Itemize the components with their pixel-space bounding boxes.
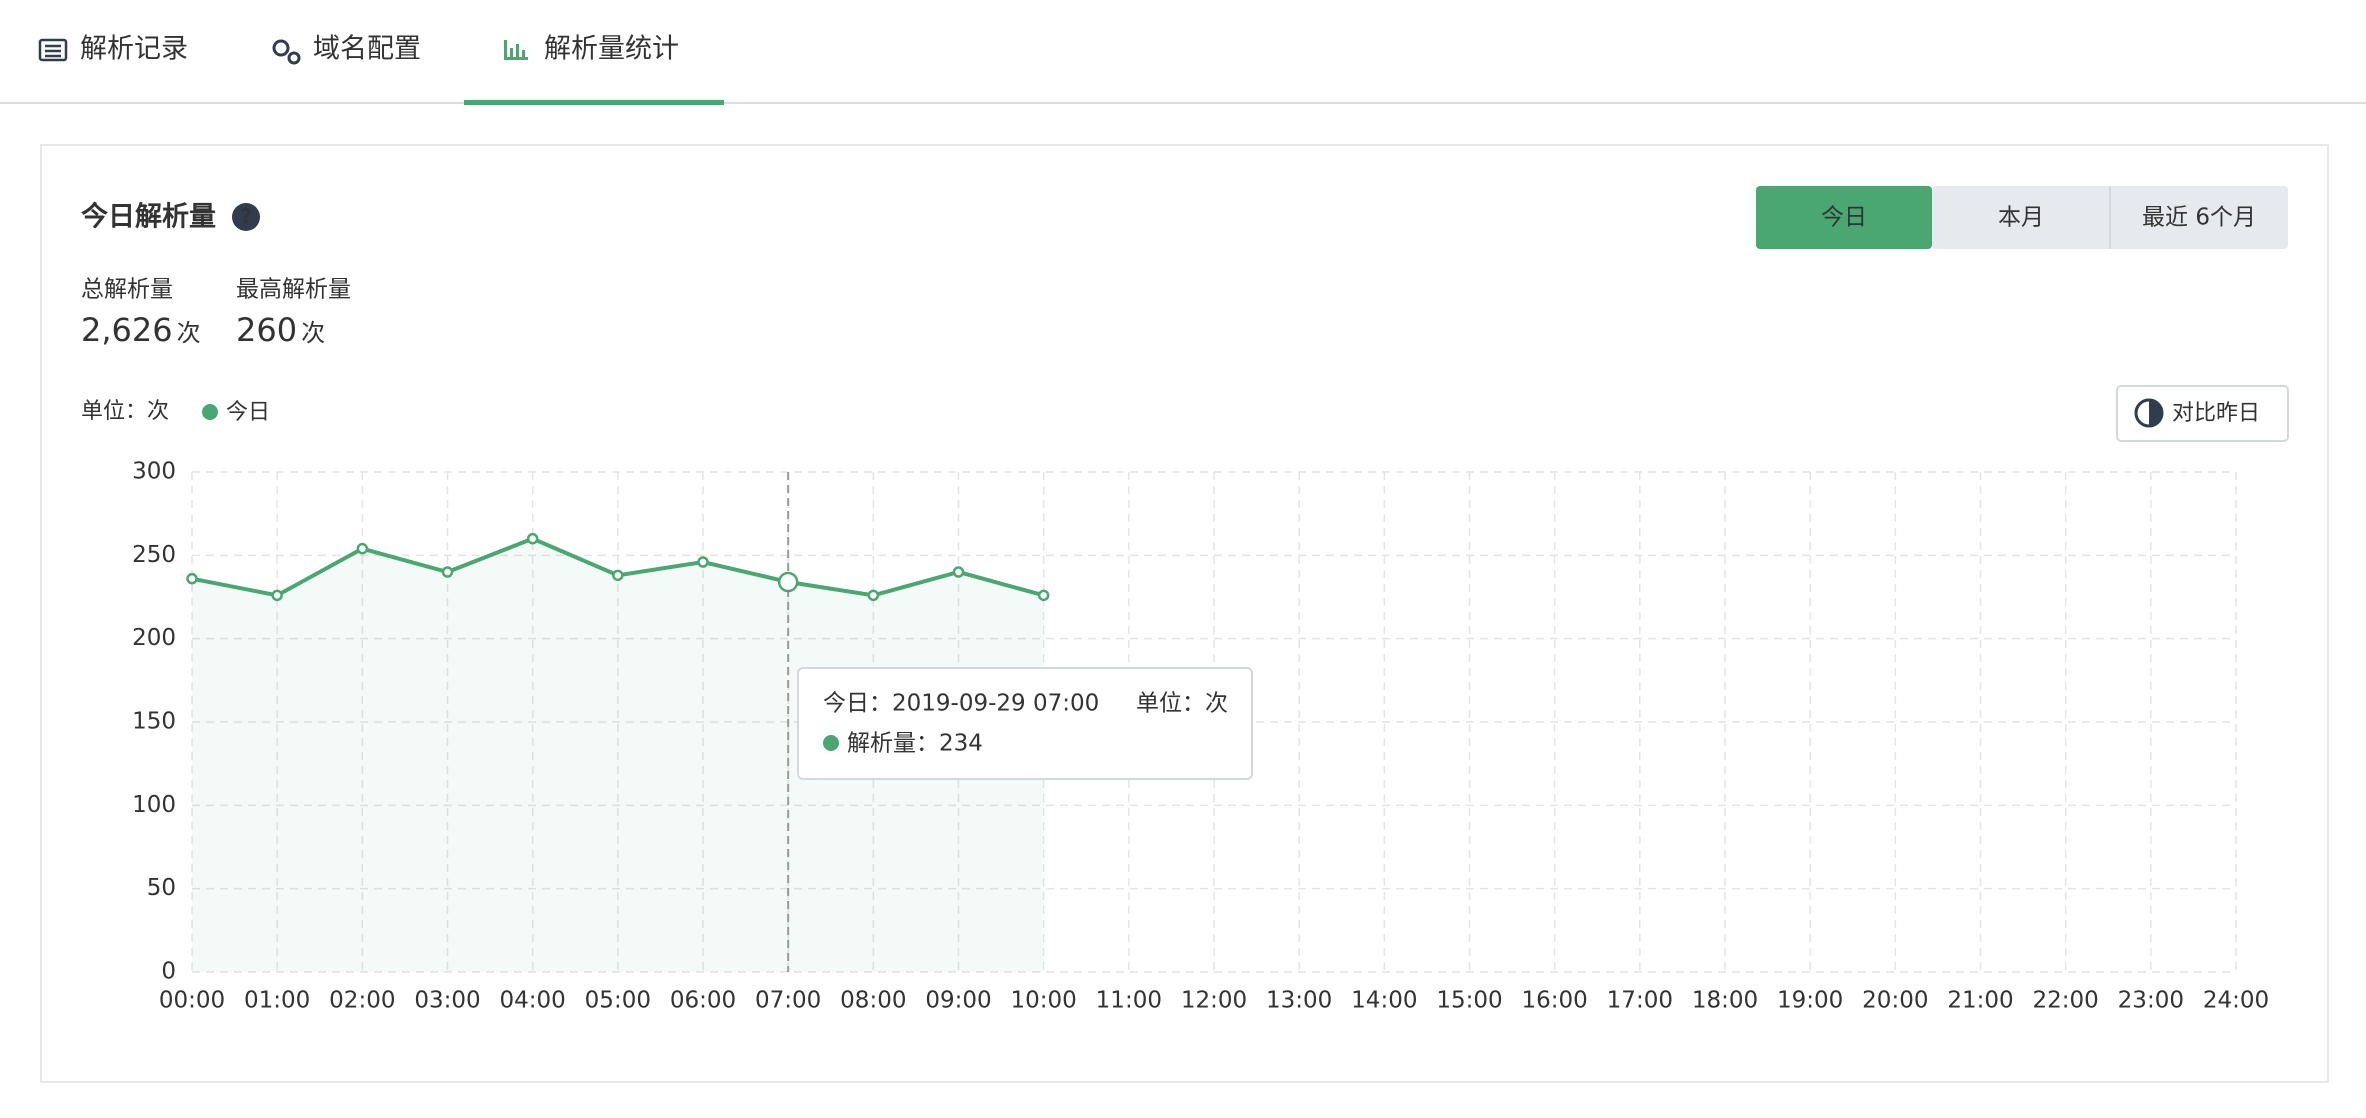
panel-title: 今日解析量 bbox=[81, 201, 216, 233]
tooltip-box bbox=[797, 667, 1253, 780]
point bbox=[612, 569, 624, 582]
tooltip-value: 234 bbox=[939, 731, 983, 757]
y-tick-label: 250 bbox=[132, 542, 176, 568]
x-tick-label: 16:00 bbox=[1522, 988, 1588, 1014]
x-tick-label: 03:00 bbox=[414, 988, 480, 1014]
legend-label: 今日 bbox=[226, 400, 270, 425]
x-tick-label: 24:00 bbox=[2203, 988, 2269, 1014]
area bbox=[192, 538, 1044, 972]
y-tick-label: 200 bbox=[132, 625, 176, 651]
x-tick-label: 05:00 bbox=[585, 988, 651, 1014]
tooltip-swatch bbox=[823, 735, 839, 751]
contrast-icon-half bbox=[2149, 400, 2162, 426]
compare-button-label: 对比昨日 bbox=[2172, 401, 2260, 426]
x-tick-label: 18:00 bbox=[1692, 988, 1758, 1014]
stat-value: 260 bbox=[236, 311, 297, 349]
x-tick-label: 10:00 bbox=[1011, 988, 1077, 1014]
y-tick-label: 300 bbox=[132, 459, 176, 485]
x-tick-label: 14:00 bbox=[1351, 988, 1417, 1014]
point bbox=[526, 532, 539, 545]
point bbox=[186, 572, 198, 585]
stat-value: 2,626 bbox=[81, 311, 173, 349]
stat-unit: 次 bbox=[177, 319, 201, 347]
y-tick-label: 100 bbox=[132, 792, 176, 818]
tab-icon-bars bbox=[504, 40, 528, 60]
x-tick-label: 21:00 bbox=[1947, 988, 2013, 1014]
point bbox=[356, 542, 369, 555]
x-tick-label: 06:00 bbox=[670, 988, 736, 1014]
tab[interactable]: 解析量统计 bbox=[544, 34, 679, 65]
point bbox=[271, 589, 283, 602]
tooltip-title: 今日：2019-09-29 07:00 bbox=[823, 691, 1099, 717]
legend-swatch bbox=[202, 404, 218, 420]
x-tick-label: 01:00 bbox=[244, 988, 310, 1014]
compare-button[interactable] bbox=[2116, 385, 2289, 442]
x-tick-label: 13:00 bbox=[1266, 988, 1332, 1014]
stat-label: 总解析量 bbox=[81, 277, 173, 303]
y-tick-label: 0 bbox=[161, 959, 176, 985]
point bbox=[1037, 589, 1050, 602]
x-tick-label: 07:00 bbox=[755, 988, 821, 1014]
unit-label: 单位：次 bbox=[81, 399, 169, 424]
tab-icon-list bbox=[38, 38, 68, 62]
x-tick-label: 02:00 bbox=[329, 988, 395, 1014]
y-tick-label: 50 bbox=[147, 875, 176, 901]
tab-active-indicator bbox=[464, 100, 724, 105]
x-tick-label: 00:00 bbox=[159, 988, 225, 1014]
tab[interactable]: 域名配置 bbox=[313, 34, 421, 65]
help-icon[interactable] bbox=[232, 203, 260, 231]
x-tick-label: 19:00 bbox=[1777, 988, 1843, 1014]
period-button-active[interactable] bbox=[1756, 186, 1932, 249]
x-tick-label: 22:00 bbox=[2033, 988, 2099, 1014]
help-icon-glyph: ? bbox=[240, 205, 252, 229]
point bbox=[952, 566, 965, 578]
tooltip-unit: 单位：次 bbox=[1136, 691, 1228, 717]
point bbox=[777, 571, 799, 593]
period-button[interactable]: 最近 6个月 bbox=[2142, 205, 2256, 231]
point bbox=[441, 566, 454, 578]
y-tick-label: 150 bbox=[132, 709, 176, 735]
stat-unit: 次 bbox=[301, 319, 325, 347]
panel bbox=[40, 144, 2329, 1083]
x-tick-label: 12:00 bbox=[1181, 988, 1247, 1014]
x-tick-label: 11:00 bbox=[1096, 988, 1162, 1014]
stat-label: 最高解析量 bbox=[236, 277, 351, 303]
x-tick-label: 20:00 bbox=[1862, 988, 1928, 1014]
point bbox=[697, 556, 709, 568]
period-button[interactable]: 本月 bbox=[1998, 205, 2044, 231]
tab[interactable]: 解析记录 bbox=[80, 34, 188, 65]
tooltip-label: 解析量： bbox=[847, 731, 939, 757]
x-tick-label: 23:00 bbox=[2118, 988, 2184, 1014]
x-tick-label: 08:00 bbox=[840, 988, 906, 1014]
point bbox=[867, 589, 880, 602]
tab-icon-gears bbox=[272, 39, 301, 65]
x-tick-label: 17:00 bbox=[1607, 988, 1673, 1014]
x-tick-label: 09:00 bbox=[925, 988, 991, 1014]
x-tick-label: 04:00 bbox=[500, 988, 566, 1014]
x-tick-label: 15:00 bbox=[1436, 988, 1502, 1014]
period-button[interactable]: 今日 bbox=[1821, 205, 1867, 231]
